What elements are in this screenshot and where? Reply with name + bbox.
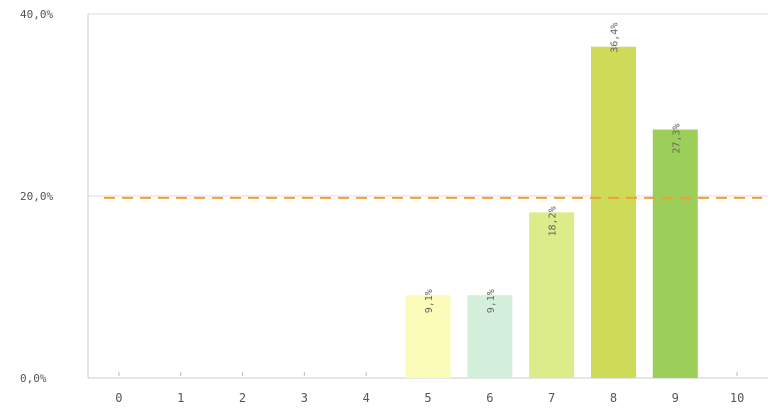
x-tick-label-7: 7 <box>548 391 555 405</box>
bar-8[interactable] <box>590 46 636 378</box>
x-tick-label-3: 3 <box>301 391 308 405</box>
bar-9[interactable] <box>652 129 698 378</box>
x-tick-label-5: 5 <box>424 391 431 405</box>
y-tick-label-0: 0,0% <box>20 372 47 385</box>
x-tick-label-4: 4 <box>363 391 370 405</box>
bar-7[interactable] <box>529 212 575 378</box>
bar-6[interactable] <box>467 295 513 378</box>
data-labels: 9,1% 9,1% 18,2% 36,4% 27,3% <box>424 23 682 314</box>
data-label-7: 18,2% <box>548 206 559 236</box>
x-tick-label-1: 1 <box>177 391 184 405</box>
data-label-8: 36,4% <box>609 23 620 53</box>
x-tick-label-0: 0 <box>115 391 122 405</box>
data-label-6: 9,1% <box>486 289 497 313</box>
x-tick-label-8: 8 <box>610 391 617 405</box>
y-tick-label-1: 20,0% <box>20 190 53 203</box>
bar-5[interactable] <box>405 295 451 378</box>
x-tick-label-10: 10 <box>730 391 744 405</box>
x-tick-label-9: 9 <box>672 391 679 405</box>
data-label-9: 27,3% <box>671 124 682 154</box>
bars <box>118 46 738 378</box>
x-tick-label-6: 6 <box>486 391 493 405</box>
y-tick-label-2: 40,0% <box>20 8 53 21</box>
data-label-5: 9,1% <box>424 289 435 313</box>
x-tick-label-2: 2 <box>239 391 246 405</box>
